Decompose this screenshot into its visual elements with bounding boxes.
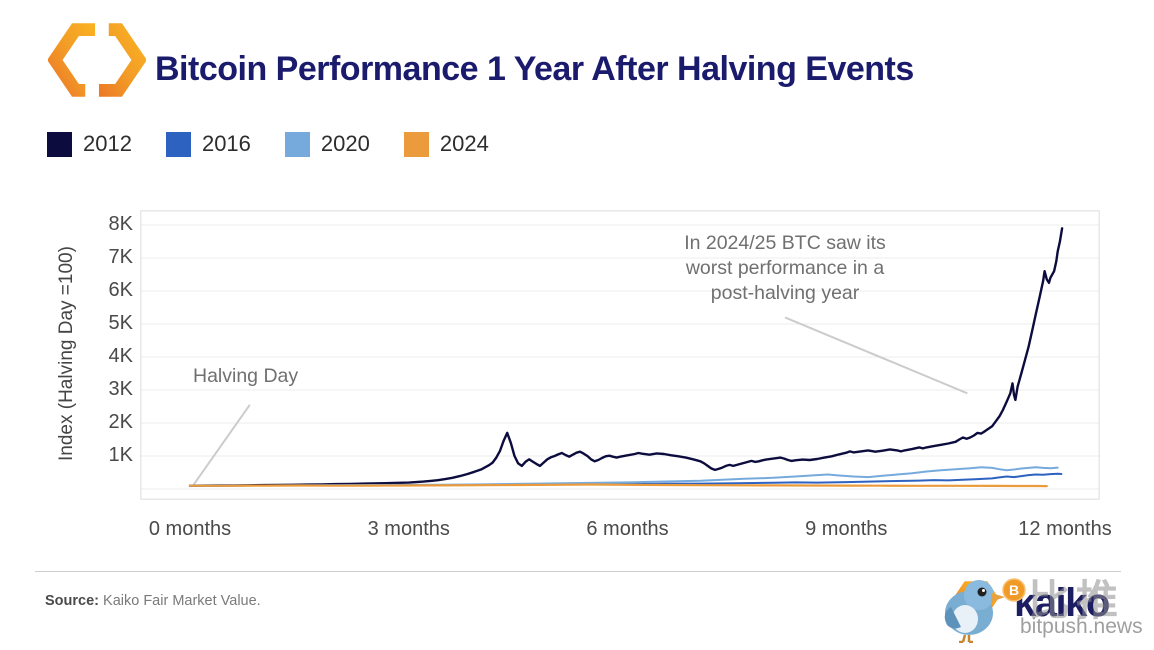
bitpush-site-text: bitpush.news xyxy=(1020,615,1143,638)
y-tick-3K: 3K xyxy=(108,378,133,400)
series-lines xyxy=(188,227,1064,488)
source-line: Source: Kaiko Fair Market Value. xyxy=(45,593,261,609)
x-tick-3-months: 3 months xyxy=(367,518,450,540)
legend-swatch-2020 xyxy=(284,131,310,157)
series-line-2020 xyxy=(189,466,1059,487)
legend-item-2012: 2012 xyxy=(47,131,132,157)
source-label: Source: xyxy=(45,593,99,609)
legend-swatch-2016 xyxy=(165,131,191,157)
bitcoin-badge-icon: B xyxy=(1002,578,1026,602)
legend-swatch-2012 xyxy=(47,131,72,157)
source-text: Kaiko Fair Market Value. xyxy=(99,593,261,609)
series-line-2012 xyxy=(188,227,1064,487)
legend-label-2012: 2012 xyxy=(83,131,132,156)
legend-item-2016: 2016 xyxy=(165,131,251,157)
y-tick-4K: 4K xyxy=(108,345,133,367)
legend-label-2016: 2016 xyxy=(201,131,251,156)
legend-label-2024: 2024 xyxy=(439,131,489,156)
page-title: Bitcoin Performance 1 Year After Halving… xyxy=(155,50,914,88)
y-axis-title: Index (Halving Day =100) xyxy=(56,246,77,462)
bitpush-bird-icon xyxy=(944,580,1005,643)
plot-border xyxy=(140,210,1100,500)
footer-divider xyxy=(35,571,1121,572)
y-tick-2K: 2K xyxy=(108,411,133,433)
legend-label-2020: 2020 xyxy=(320,131,370,156)
x-tick-0-months: 0 months xyxy=(148,518,232,540)
annotation-halving-day: Halving Day xyxy=(193,365,299,387)
bitpush-cjk-watermark: 比推 xyxy=(1028,577,1125,624)
series-line-2024 xyxy=(188,483,1048,488)
kaiko-logo-icon xyxy=(48,23,146,97)
annotation-line-3: post-halving year xyxy=(710,282,860,304)
gridlines xyxy=(141,224,1099,490)
y-tick-6K: 6K xyxy=(108,279,133,301)
legend-item-2020: 2020 xyxy=(284,131,370,157)
x-tick-9-months: 9 months xyxy=(805,518,888,540)
annotation-line-2: worst performance in a xyxy=(685,257,885,279)
x-tick-12-months: 12 months xyxy=(1018,518,1112,540)
y-tick-1K: 1K xyxy=(108,444,133,466)
legend-item-2024: 2024 xyxy=(403,131,489,157)
y-tick-8K: 8K xyxy=(108,213,133,235)
legend: 2012 2016 2020 2024 xyxy=(47,131,523,157)
annotation-line-1: In 2024/25 BTC saw its xyxy=(684,232,886,254)
annotation-leader-lines xyxy=(192,316,968,486)
leader-line-worst-performance xyxy=(784,316,968,395)
svg-text:B: B xyxy=(1009,582,1019,598)
plot-area xyxy=(140,210,1100,500)
kaiko-wordmark: kaiko xyxy=(1014,581,1110,625)
y-tick-7K: 7K xyxy=(108,246,133,268)
legend-swatch-2024 xyxy=(403,131,429,157)
y-tick-5K: 5K xyxy=(108,312,133,334)
leader-line-halving-day xyxy=(192,404,251,486)
x-tick-6-months: 6 months xyxy=(586,518,669,540)
annotation-worst-performance: In 2024/25 BTC saw its worst performance… xyxy=(650,231,920,306)
watermark: B kaiko 比推 bitpush.news xyxy=(930,565,1143,647)
